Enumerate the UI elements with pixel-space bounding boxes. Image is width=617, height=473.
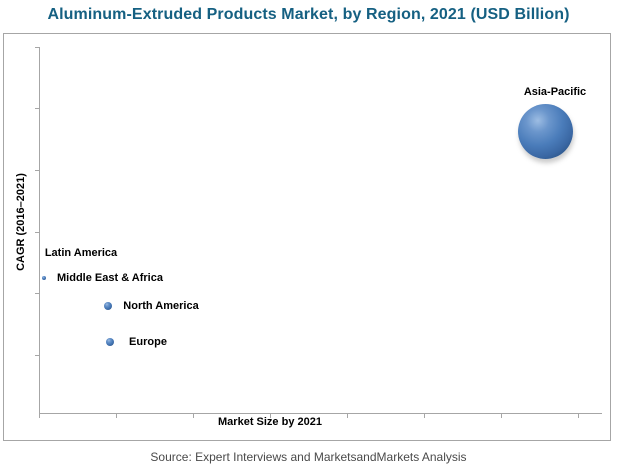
x-axis-tick-7	[578, 414, 579, 418]
x-axis-tick-0	[39, 414, 40, 418]
region-label-north-america: North America	[123, 300, 199, 312]
y-axis-tick-4	[35, 293, 39, 294]
y-axis-tick-2	[35, 170, 39, 171]
x-axis-tick-5	[424, 414, 425, 418]
x-axis-tick-4	[347, 414, 348, 418]
bubble-asia-pacific	[518, 103, 573, 159]
plot-border	[3, 33, 611, 441]
region-label-middle-east-africa: Middle East & Africa	[57, 272, 163, 284]
x-axis-line	[39, 413, 602, 414]
region-label-latin-america: Latin America	[44, 247, 118, 259]
x-axis-tick-1	[116, 414, 117, 418]
y-axis-tick-0	[35, 47, 39, 48]
region-label-asia-pacific: Asia-Pacific	[523, 86, 587, 98]
source-note: Source: Expert Interviews and Marketsand…	[150, 450, 467, 464]
y-axis-tick-3	[35, 232, 39, 233]
bubble-middle-east-africa	[41, 275, 46, 280]
bubble-europe	[105, 337, 114, 346]
chart-title: Aluminum-Extruded Products Market, by Re…	[47, 6, 570, 23]
x-axis-tick-2	[193, 414, 194, 418]
x-axis-tick-6	[501, 414, 502, 418]
y-axis-tick-1	[35, 108, 39, 109]
y-axis-label-text: CAGR (2016–2021)	[15, 173, 27, 271]
x-axis-label: Market Size by 2021	[218, 416, 322, 428]
y-axis-line	[39, 47, 40, 413]
bubble-north-america	[103, 302, 112, 310]
y-axis-tick-5	[35, 355, 39, 356]
region-label-europe: Europe	[129, 336, 167, 348]
x-axis-tick-3	[270, 414, 271, 418]
